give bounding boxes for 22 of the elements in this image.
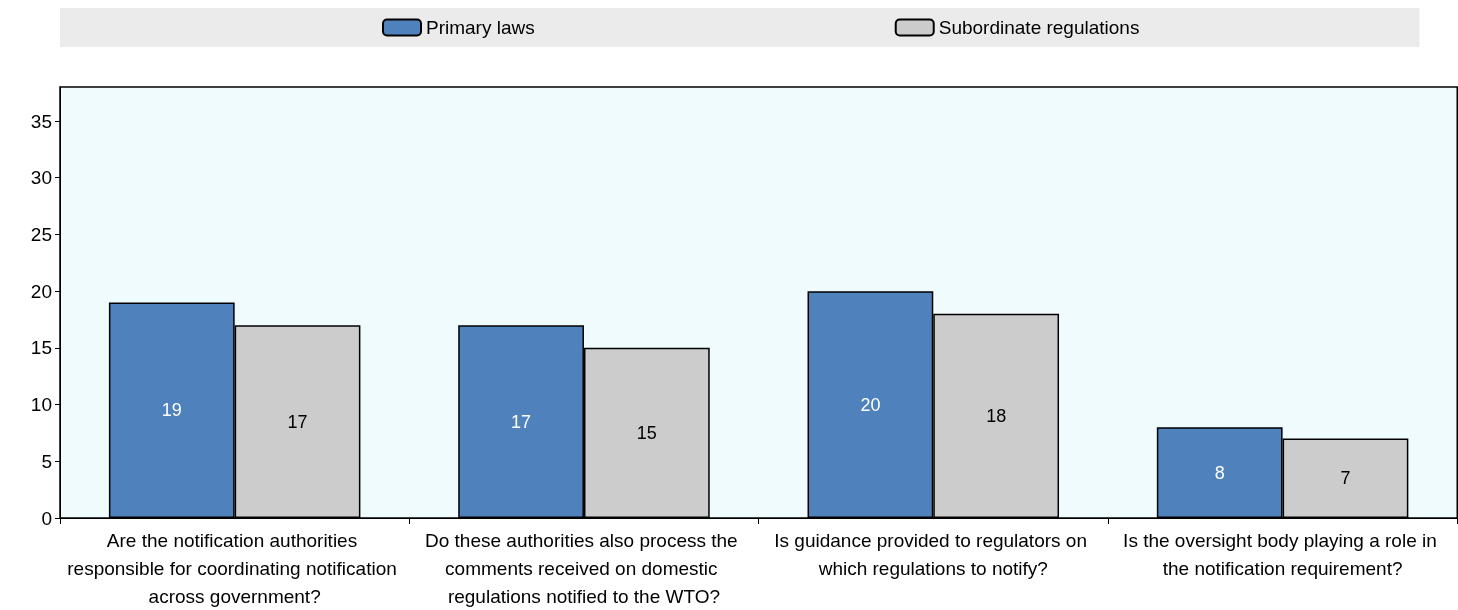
data-label: 8 <box>1214 462 1225 483</box>
y-tick-label: 15 <box>30 337 52 359</box>
data-label: 17 <box>287 411 308 432</box>
data-label: 17 <box>511 411 532 432</box>
data-label: 18 <box>986 405 1007 426</box>
y-tick-label: 10 <box>30 394 52 416</box>
y-tick-label: 30 <box>30 167 52 189</box>
legend-label: Primary laws <box>426 17 535 38</box>
data-label: 7 <box>1340 468 1351 489</box>
data-label: 15 <box>636 422 657 443</box>
y-tick-label: 35 <box>30 110 52 132</box>
x-tick-label: Is the oversight body playing a role in the notification requirement? <box>1123 529 1443 579</box>
x-tick-label: Is guidance provided to regulators on which regulations to notify? <box>774 529 1093 579</box>
y-tick-label: 0 <box>41 507 52 529</box>
y-tick-label: 25 <box>30 223 52 245</box>
x-tick-label: Are the notification authorities responsible for coordinating notification across government? <box>67 529 403 607</box>
data-label: 20 <box>860 394 881 415</box>
y-tick-label: 5 <box>41 450 52 472</box>
x-tick-label: Do these authorities also process the comments received on domestic regulations notified to the WTO? <box>425 529 743 607</box>
y-tick-label: 20 <box>30 280 52 302</box>
data-label: 19 <box>161 400 182 421</box>
legend-label: Subordinate regulations <box>938 17 1140 38</box>
